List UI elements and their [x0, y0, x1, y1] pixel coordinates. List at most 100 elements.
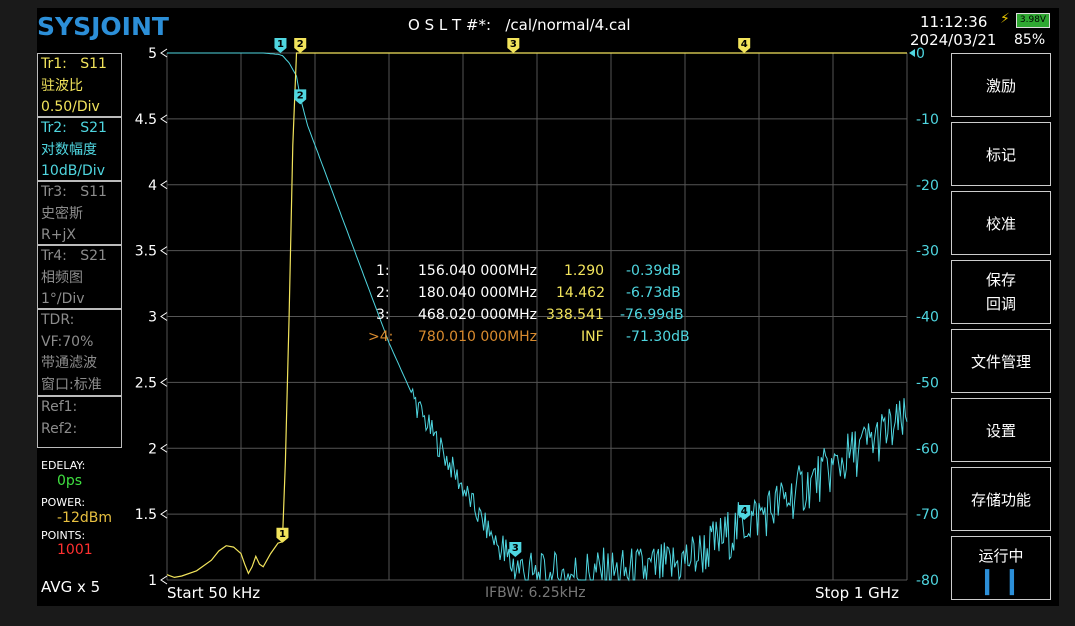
marker-2-trace-tab-number: 2 — [297, 90, 304, 101]
trace-2-param: S21 — [80, 120, 107, 136]
marker-2-top-tab[interactable]: 2 — [294, 38, 307, 53]
marker-2-trace-tab[interactable]: 2 — [294, 89, 307, 105]
right-tick-label: -30 — [916, 244, 939, 260]
right-tick-label: -60 — [916, 441, 939, 457]
softkey-stimulus-label: 激励 — [985, 76, 1016, 95]
trace-4-param: S21 — [80, 248, 107, 264]
charging-icon: ⚡ — [1000, 11, 1010, 27]
clock-date: 2024/03/21 — [910, 31, 997, 49]
left-tick-label: 3.5 — [135, 244, 157, 260]
marker-3-top-tab-number: 3 — [510, 39, 517, 50]
softkey-storage[interactable]: 存储功能 — [951, 467, 1051, 531]
trace-3-scale: R+jX — [41, 227, 76, 243]
softkey-file-manage-label: 文件管理 — [970, 352, 1031, 371]
power-label: POWER: — [41, 496, 86, 509]
ref-info[interactable]: Ref1: Ref2: — [37, 396, 122, 448]
tdr-mode: 带通滤波 — [41, 355, 97, 371]
marker-2-prefix: 2: — [376, 285, 390, 301]
ref1-label: Ref1: — [41, 399, 78, 415]
marker-3-trace-tab[interactable]: 3 — [509, 542, 522, 557]
points-label: POINTS: — [41, 529, 86, 542]
softkey-settings-label: 设置 — [985, 421, 1016, 440]
trace-1-format: 驻波比 — [41, 77, 83, 94]
right-tick-label: 0 — [916, 46, 925, 62]
trace-1-name: Tr1: — [41, 56, 67, 72]
trace-1-info[interactable]: Tr1: S11 驻波比 0.50/Div — [37, 53, 122, 117]
right-tick-label: -80 — [916, 573, 939, 589]
ifbw-status[interactable]: IFBW: 6.25kHz — [485, 585, 586, 601]
softkey-marker-label: 标记 — [985, 145, 1016, 164]
calibration-status: O S L T #*: /cal/normal/4.cal — [408, 16, 631, 34]
left-tick-mark — [160, 114, 168, 124]
marker-3-prefix: 3: — [376, 307, 390, 323]
tdr-info[interactable]: TDR: VF:70% 带通滤波 窗口:标准 — [37, 309, 122, 396]
marker-4-trace-tab-shape — [738, 505, 751, 520]
left-tick-label: 2.5 — [135, 375, 157, 391]
right-tick-label: -20 — [916, 178, 939, 194]
tdr-window: 窗口:标准 — [41, 376, 102, 393]
averaging-status[interactable]: AVG x 5 — [41, 578, 101, 596]
clock-time: 11:12:36 — [920, 13, 988, 31]
softkey-marker[interactable]: 标记 — [951, 122, 1051, 186]
marker-1-top-tab-shape — [274, 38, 287, 53]
marker-1-trace-tab-number: 1 — [279, 529, 286, 540]
marker-2-swr: 14.462 — [556, 285, 605, 301]
power-value[interactable]: -12dBm — [57, 510, 112, 526]
trace-2-header: Tr2: S21 — [38, 118, 121, 140]
cal-label: O S L T #*: — [408, 16, 492, 34]
softkey-run-pause[interactable]: 运行中 ❙❙ — [951, 536, 1051, 600]
trace-4-info[interactable]: Tr4: S21 相频图 1°/Div — [37, 245, 122, 309]
pause-icon: ❙❙ — [976, 566, 1026, 596]
trace-3-param: S11 — [80, 184, 107, 200]
marker-2-trace-tab-shape — [294, 89, 307, 105]
left-tick-label: 2 — [148, 441, 157, 457]
marker-1-swr: 1.290 — [564, 263, 605, 279]
left-tick-label: 5 — [148, 46, 157, 62]
softkey-calibrate-label: 校准 — [985, 214, 1016, 233]
left-tick-mark — [160, 180, 168, 190]
softkey-save-recall[interactable]: 保存 回调 — [951, 260, 1051, 324]
softkey-settings[interactable]: 设置 — [951, 398, 1051, 462]
softkey-save-label: 保存 — [985, 271, 1016, 289]
left-tick-mark — [160, 312, 168, 321]
right-tick-label: -50 — [916, 375, 939, 391]
left-tick-label: 4 — [148, 178, 157, 194]
marker-3-db: -76.99dB — [620, 307, 684, 323]
trace-2-info[interactable]: Tr2: S21 对数幅度 10dB/Div — [37, 117, 122, 181]
start-frequency[interactable]: Start 50 kHz — [167, 584, 261, 602]
left-tick-label: 3 — [148, 310, 157, 326]
left-tick-mark — [160, 48, 168, 58]
marker-4-trace-tab[interactable]: 4 — [738, 505, 751, 520]
marker-3-trace-tab-number: 3 — [512, 543, 519, 554]
left-tick-mark — [160, 246, 168, 256]
trace-3-info[interactable]: Tr3: S11 史密斯 R+jX — [37, 181, 122, 245]
marker-2-freq: 180.040 000MHz — [418, 285, 538, 301]
right-ref-arrow — [909, 49, 915, 57]
marker-4-trace-tab-number: 4 — [741, 506, 748, 517]
marker-3-top-tab[interactable]: 3 — [507, 38, 520, 53]
marker-1-prefix: 1: — [376, 263, 390, 279]
left-tick-mark — [160, 575, 168, 585]
trace-s11-line — [166, 52, 907, 579]
marker-1-trace-tab[interactable]: 1 — [276, 527, 289, 543]
marker-1-top-tab[interactable]: 1 — [274, 38, 287, 53]
marker-4-db: -71.30dB — [626, 329, 690, 345]
stop-frequency[interactable]: Stop 1 GHz — [815, 584, 899, 602]
softkey-calibrate[interactable]: 校准 — [951, 191, 1051, 255]
marker-4-prefix: >4: — [368, 329, 394, 345]
left-tick-mark — [160, 377, 168, 387]
right-tick-label: -70 — [916, 507, 939, 523]
cal-file: /cal/normal/4.cal — [505, 16, 631, 34]
points-value[interactable]: 1001 — [57, 542, 93, 558]
battery-percent: 85% — [1014, 32, 1046, 48]
marker-3-swr: 338.541 — [546, 307, 604, 323]
softkey-file-manage[interactable]: 文件管理 — [951, 329, 1051, 393]
marker-3-freq: 468.020 000MHz — [418, 307, 538, 323]
left-tick-mark — [160, 443, 168, 453]
edelay-value[interactable]: 0ps — [57, 473, 83, 489]
marker-4-top-tab[interactable]: 4 — [738, 38, 751, 53]
marker-2-db: -6.73dB — [626, 285, 681, 301]
marker-3-trace-tab-shape — [509, 542, 522, 557]
softkey-stimulus[interactable]: 激励 — [951, 53, 1051, 117]
